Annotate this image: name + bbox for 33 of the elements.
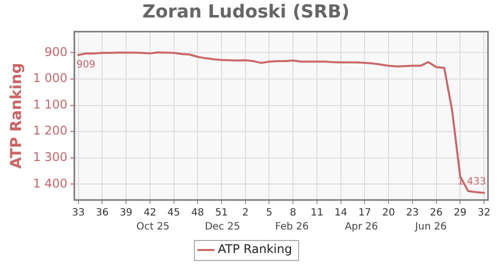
text: Oct 25 [136,222,170,233]
x-tick-label: 20 [382,208,395,219]
x-tick-label: 23 [406,208,419,219]
x-tick-label: 11 [310,208,324,219]
x-tick-label: 36 [96,208,109,219]
y-tick-label: 1 200 [32,124,68,138]
y-tick-label: 1 300 [32,150,68,164]
x-tick-label: 32 [478,208,490,219]
y-tick-label: 1 100 [32,97,68,112]
x-tick-label: 26 [430,208,443,219]
y-tick-label: 900 [44,44,68,59]
text: Apr 26 [344,222,378,233]
x-tick-label: 29 [454,208,467,219]
data-label: 909 [76,60,96,71]
legend-label: ATP Ranking [218,242,292,256]
x-tick-label: 45 [167,208,180,219]
x-tick-label: 14 [334,208,348,219]
x-tick-label: 51 [215,208,228,219]
x-tick-label: 39 [120,208,132,219]
chart-title: Zoran Ludoski (SRB) [142,1,350,22]
x-tick-label: 2 [242,208,249,219]
x-tick-label: 33 [72,208,85,219]
y-tick-label: 1 400 [32,176,68,190]
y-tick-label: 1 000 [32,71,68,86]
y-axis-title: ATP Ranking [6,62,25,169]
x-tick-label: 42 [144,208,156,219]
x-tick-label: 8 [290,208,296,219]
x-tick-label: 5 [266,208,272,219]
x-tick-label: 17 [358,208,372,219]
text: Jun 26 [414,222,447,233]
text: Dec 25 [204,222,240,233]
x-tick-label: 48 [191,208,204,219]
text: Feb 26 [275,222,309,233]
